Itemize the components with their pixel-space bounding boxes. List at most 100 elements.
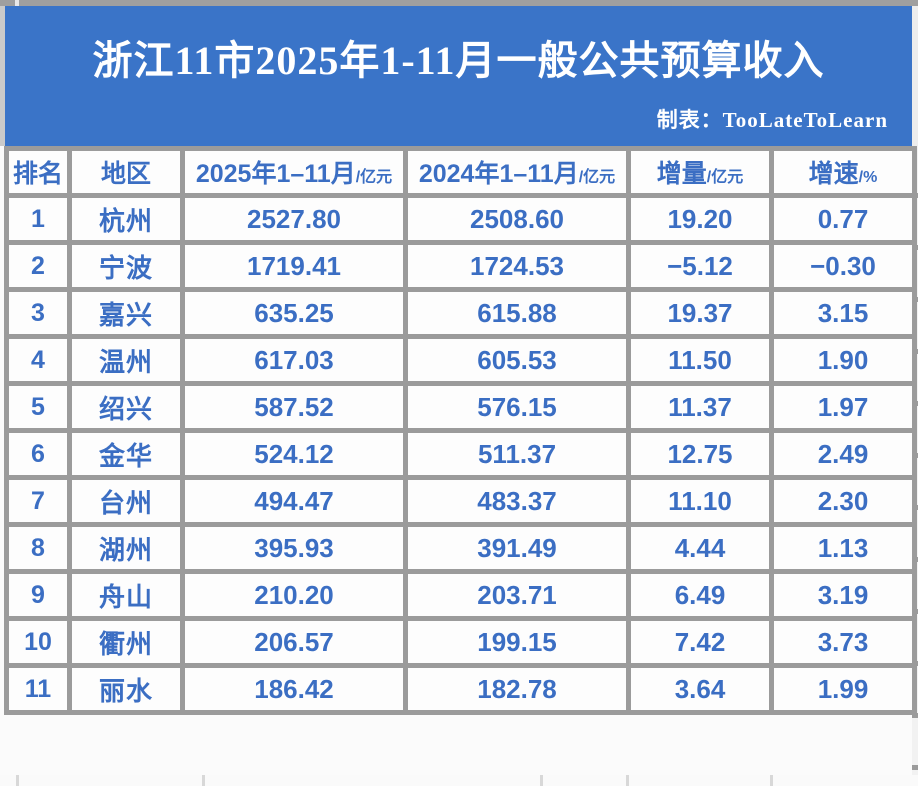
table-row: 4 温州 617.03 605.53 11.50 1.90 [4, 334, 917, 386]
delta-cell: 11.10 [626, 475, 774, 527]
table-row: 10 衢州 206.57 199.15 7.42 3.73 [4, 616, 917, 668]
growth-cell: 1.97 [769, 381, 917, 433]
title-banner: 浙江11市2025年1-11月一般公共预算收入 制表：TooLateToLear… [5, 6, 912, 146]
region-cell: 衢州 [67, 616, 185, 668]
delta-cell: 3.64 [626, 663, 774, 715]
value-2024-cell: 2508.60 [403, 193, 631, 245]
value-2025-cell: 206.57 [180, 616, 408, 668]
value-2024-cell: 605.53 [403, 334, 631, 386]
region-cell: 杭州 [67, 193, 185, 245]
grid-line [770, 775, 773, 786]
grid-line [540, 775, 543, 786]
spreadsheet-right-edge [912, 6, 918, 146]
value-2025-cell: 2527.80 [180, 193, 408, 245]
delta-cell: 19.20 [626, 193, 774, 245]
growth-cell: 0.77 [769, 193, 917, 245]
growth-cell: 1.99 [769, 663, 917, 715]
spreadsheet-left-edge [0, 6, 5, 146]
value-2024-cell: 483.37 [403, 475, 631, 527]
table-row: 1 杭州 2527.80 2508.60 19.20 0.77 [4, 193, 917, 245]
growth-cell: 3.15 [769, 287, 917, 339]
credit-line: 制表：TooLateToLearn [656, 108, 888, 132]
rank-cell: 11 [4, 663, 72, 715]
value-2024-cell: 1724.53 [403, 240, 631, 292]
table-row: 3 嘉兴 635.25 615.88 19.37 3.15 [4, 287, 917, 339]
grid-line [626, 775, 629, 786]
grid-line [202, 775, 205, 786]
region-cell: 丽水 [67, 663, 185, 715]
value-2025-cell: 1719.41 [180, 240, 408, 292]
spreadsheet-cell-notch [15, 0, 19, 6]
header-2024: 2024年1–11月/亿元 [403, 146, 631, 198]
growth-cell: 2.30 [769, 475, 917, 527]
rank-cell: 7 [4, 475, 72, 527]
table-row: 9 舟山 210.20 203.71 6.49 3.19 [4, 569, 917, 621]
table-row: 7 台州 494.47 483.37 11.10 2.30 [4, 475, 917, 527]
value-2025-cell: 617.03 [180, 334, 408, 386]
value-2024-cell: 391.49 [403, 522, 631, 574]
rank-cell: 2 [4, 240, 72, 292]
rank-cell: 3 [4, 287, 72, 339]
region-cell: 嘉兴 [67, 287, 185, 339]
value-2025-cell: 587.52 [180, 381, 408, 433]
header-region: 地区 [67, 146, 185, 198]
delta-cell: 11.37 [626, 381, 774, 433]
rank-cell: 4 [4, 334, 72, 386]
spreadsheet-bottom-edge [0, 775, 918, 786]
header-rank: 排名 [4, 146, 72, 198]
value-2024-cell: 576.15 [403, 381, 631, 433]
table-row: 5 绍兴 587.52 576.15 11.37 1.97 [4, 381, 917, 433]
rank-cell: 8 [4, 522, 72, 574]
rank-cell: 6 [4, 428, 72, 480]
value-2025-cell: 524.12 [180, 428, 408, 480]
delta-cell: 4.44 [626, 522, 774, 574]
header-delta: 增量/亿元 [626, 146, 774, 198]
rank-cell: 1 [4, 193, 72, 245]
region-cell: 温州 [67, 334, 185, 386]
growth-cell: 2.49 [769, 428, 917, 480]
header-2025: 2025年1–11月/亿元 [180, 146, 408, 198]
value-2025-cell: 186.42 [180, 663, 408, 715]
delta-cell: 12.75 [626, 428, 774, 480]
growth-cell: 3.19 [769, 569, 917, 621]
delta-cell: 6.49 [626, 569, 774, 621]
rank-cell: 10 [4, 616, 72, 668]
table-row: 8 湖州 395.93 391.49 4.44 1.13 [4, 522, 917, 574]
region-cell: 台州 [67, 475, 185, 527]
region-cell: 绍兴 [67, 381, 185, 433]
value-2025-cell: 395.93 [180, 522, 408, 574]
page-title: 浙江11市2025年1-11月一般公共预算收入 [92, 38, 825, 83]
header-growth: 增速/% [769, 146, 917, 198]
region-cell: 湖州 [67, 522, 185, 574]
delta-cell: −5.12 [626, 240, 774, 292]
value-2025-cell: 494.47 [180, 475, 408, 527]
spreadsheet-top-edge [0, 0, 918, 6]
region-cell: 宁波 [67, 240, 185, 292]
table-row: 6 金华 524.12 511.37 12.75 2.49 [4, 428, 917, 480]
value-2025-cell: 210.20 [180, 569, 408, 621]
value-2024-cell: 182.78 [403, 663, 631, 715]
delta-cell: 19.37 [626, 287, 774, 339]
value-2024-cell: 615.88 [403, 287, 631, 339]
value-2024-cell: 203.71 [403, 569, 631, 621]
delta-cell: 7.42 [626, 616, 774, 668]
delta-cell: 11.50 [626, 334, 774, 386]
value-2024-cell: 511.37 [403, 428, 631, 480]
rank-cell: 9 [4, 569, 72, 621]
header-row: 排名 地区 2025年1–11月/亿元 2024年1–11月/亿元 增量/亿元 … [4, 146, 917, 198]
table-row: 11 丽水 186.42 182.78 3.64 1.99 [4, 663, 917, 715]
growth-cell: 3.73 [769, 616, 917, 668]
growth-cell: 1.90 [769, 334, 917, 386]
spreadsheet-right-gridlines [912, 146, 918, 775]
value-2024-cell: 199.15 [403, 616, 631, 668]
rank-cell: 5 [4, 381, 72, 433]
growth-cell: 1.13 [769, 522, 917, 574]
grid-line [16, 775, 19, 786]
growth-cell: −0.30 [769, 240, 917, 292]
value-2025-cell: 635.25 [180, 287, 408, 339]
region-cell: 舟山 [67, 569, 185, 621]
region-cell: 金华 [67, 428, 185, 480]
budget-table: 排名 地区 2025年1–11月/亿元 2024年1–11月/亿元 增量/亿元 … [4, 146, 917, 715]
table-row: 2 宁波 1719.41 1724.53 −5.12 −0.30 [4, 240, 917, 292]
